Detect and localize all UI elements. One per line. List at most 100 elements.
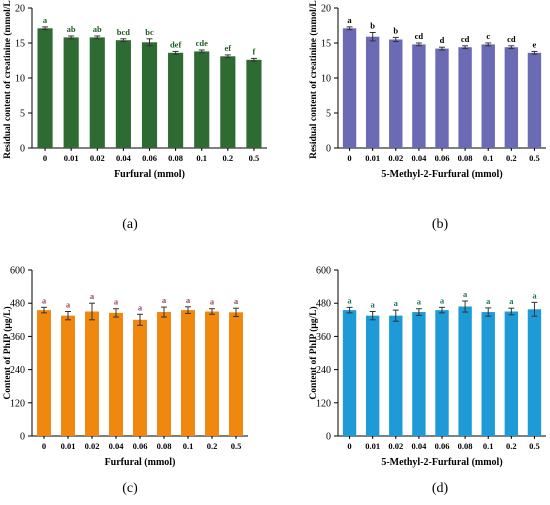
y-tick-label: 0 bbox=[326, 144, 331, 155]
bar bbox=[109, 312, 123, 436]
bar bbox=[157, 312, 171, 436]
x-tick-label: 0.1 bbox=[183, 441, 194, 451]
x-tick-label: 0.08 bbox=[458, 441, 473, 451]
x-axis-title: 5-Methyl-2-Furfural (mmol) bbox=[381, 457, 502, 468]
bar bbox=[435, 48, 449, 148]
x-tick-label: 0.02 bbox=[388, 441, 403, 451]
bar bbox=[246, 59, 262, 148]
x-tick-label: 0.08 bbox=[157, 441, 172, 451]
x-tick-label: 0.5 bbox=[249, 153, 260, 163]
chart-panel: 0 120 240 360 480 600 a 0 a 0.01 a 0.02 a 0.04 a 0.06 a 0… bbox=[308, 266, 546, 496]
bar bbox=[133, 319, 147, 436]
chart-panel: 0 5 10 15 20 a 0 b 0.01 b 0.02 cd 0.04 d 0.06 cd 0.08 c 0.… bbox=[308, 0, 546, 232]
panel-label: (a) bbox=[122, 217, 138, 232]
bar bbox=[37, 310, 51, 436]
significance-label: def bbox=[170, 39, 182, 49]
bar bbox=[205, 311, 219, 436]
y-tick-label: 360 bbox=[316, 332, 331, 343]
significance-label: a bbox=[347, 295, 352, 305]
bar bbox=[365, 315, 380, 436]
x-tick-label: 0.06 bbox=[133, 441, 148, 451]
y-tick-label: 360 bbox=[10, 332, 25, 343]
y-tick-label: 240 bbox=[316, 365, 331, 376]
x-tick-label: 0 bbox=[42, 441, 46, 451]
x-tick-label: 0 bbox=[347, 153, 351, 163]
y-tick-label: 5 bbox=[20, 109, 25, 120]
x-tick-label: 0 bbox=[347, 441, 351, 451]
y-axis-title: Residual content of creatinine (mmol/L) bbox=[2, 0, 13, 159]
y-tick-label: 600 bbox=[316, 266, 331, 277]
significance-label: a bbox=[210, 297, 215, 307]
significance-label: a bbox=[509, 296, 514, 306]
significance-label: bc bbox=[145, 27, 154, 37]
x-axis-title: Furfural (mmol) bbox=[114, 169, 185, 180]
bar bbox=[504, 47, 519, 149]
significance-label: a bbox=[90, 291, 95, 301]
significance-label: bcd bbox=[117, 27, 131, 37]
x-tick-label: 0.1 bbox=[483, 441, 494, 451]
significance-label: a bbox=[66, 300, 71, 310]
y-tick-label: 20 bbox=[15, 4, 25, 15]
x-tick-label: 0.02 bbox=[388, 153, 403, 163]
significance-label: f bbox=[253, 46, 256, 56]
y-tick-label: 480 bbox=[10, 299, 25, 310]
y-tick-label: 0 bbox=[20, 432, 25, 443]
bar bbox=[458, 306, 472, 436]
significance-label: d bbox=[440, 35, 445, 45]
panel-label: (d) bbox=[432, 481, 449, 496]
y-tick-label: 240 bbox=[10, 365, 25, 376]
x-tick-label: 0.02 bbox=[90, 153, 105, 163]
significance-label: ab bbox=[93, 24, 102, 34]
y-tick-label: 15 bbox=[15, 39, 25, 50]
bar bbox=[412, 44, 426, 148]
significance-label: a bbox=[42, 295, 47, 305]
y-tick-label: 15 bbox=[321, 39, 331, 50]
x-tick-label: 0.5 bbox=[529, 441, 540, 451]
x-tick-label: 0.2 bbox=[506, 153, 517, 163]
x-axis-title: Furfural (mmol) bbox=[105, 457, 176, 468]
y-tick-label: 0 bbox=[20, 144, 25, 155]
bar bbox=[365, 36, 380, 149]
x-tick-label: 0.01 bbox=[365, 441, 380, 451]
significance-label: a bbox=[162, 295, 167, 305]
significance-label: cd bbox=[461, 34, 470, 44]
y-axis-title: Content of PhIP (μg/L) bbox=[308, 306, 319, 399]
bar bbox=[389, 315, 403, 436]
bar bbox=[229, 312, 243, 436]
y-tick-label: 20 bbox=[321, 4, 331, 15]
bar bbox=[181, 310, 195, 436]
significance-label: a bbox=[234, 296, 239, 306]
y-axis-title: Residual content of creatinine (mmol/L) bbox=[308, 0, 319, 159]
significance-label: a bbox=[463, 289, 468, 299]
significance-label: a bbox=[394, 298, 399, 308]
significance-label: a bbox=[371, 300, 376, 310]
x-axis-title: 5-Methyl-2-Furfural (mmol) bbox=[381, 169, 502, 180]
x-tick-label: 0.06 bbox=[142, 153, 157, 163]
significance-label: a bbox=[138, 302, 143, 312]
significance-label: a bbox=[347, 15, 352, 25]
x-tick-label: 0.06 bbox=[435, 441, 450, 451]
x-tick-label: 0.01 bbox=[61, 441, 76, 451]
bar bbox=[168, 52, 184, 148]
y-tick-label: 120 bbox=[316, 398, 331, 409]
x-tick-label: 0.02 bbox=[85, 441, 100, 451]
bar bbox=[37, 28, 53, 148]
significance-label: ef bbox=[225, 43, 232, 53]
significance-label: a bbox=[186, 295, 191, 305]
panel-label: (c) bbox=[122, 481, 138, 496]
x-tick-label: 0.5 bbox=[231, 441, 242, 451]
bar bbox=[527, 309, 542, 436]
panel-label: (b) bbox=[432, 217, 449, 232]
bar bbox=[527, 52, 542, 148]
significance-label: cd bbox=[507, 34, 516, 44]
x-tick-label: 0.2 bbox=[207, 441, 218, 451]
y-axis-title: Content of PhIP (μg/L) bbox=[2, 306, 13, 399]
x-tick-label: 0 bbox=[43, 153, 47, 163]
significance-label: a bbox=[114, 297, 119, 307]
significance-label: a bbox=[486, 296, 491, 306]
x-tick-label: 0.01 bbox=[365, 153, 380, 163]
y-tick-label: 480 bbox=[316, 299, 331, 310]
bar bbox=[89, 37, 105, 148]
y-tick-label: 5 bbox=[326, 109, 331, 120]
